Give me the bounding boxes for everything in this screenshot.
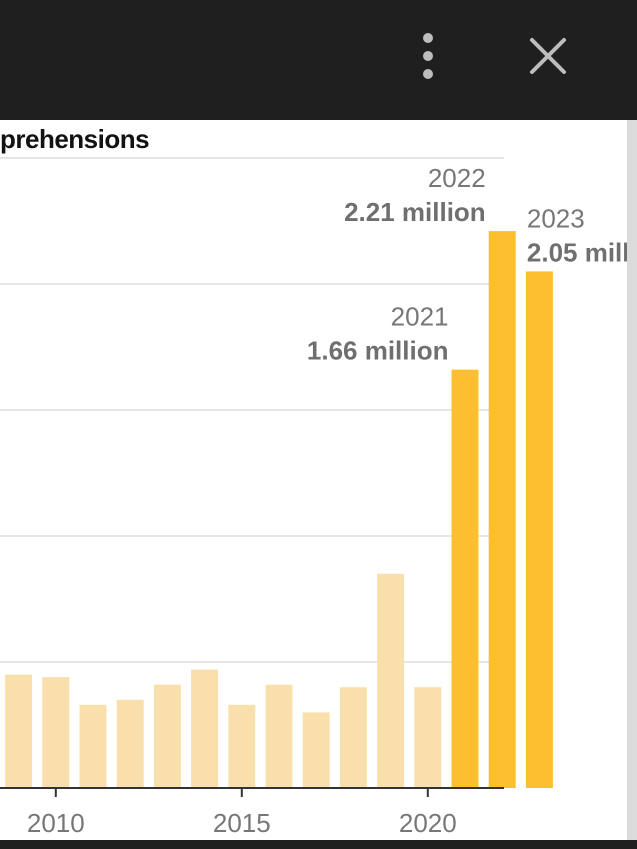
bar-chart: 2010 2015 2020 2021 1.66 million 2022 2.21 mil… — [0, 157, 627, 838]
bar-2011 — [79, 704, 107, 788]
annotation-value-2023: 2.05 million — [527, 237, 627, 267]
bar-2018 — [339, 687, 367, 788]
bar-2023 — [525, 271, 553, 788]
bar-2012 — [116, 699, 144, 788]
close-icon[interactable] — [528, 36, 568, 76]
bar-2020 — [414, 687, 442, 788]
bar-2017 — [302, 712, 330, 788]
annotation-value-2021: 1.66 million — [307, 336, 449, 366]
scrollbar[interactable] — [627, 120, 637, 840]
annotation-value-2022: 2.21 million — [344, 197, 486, 227]
bar-2014 — [191, 669, 219, 788]
bar-2021 — [451, 369, 479, 788]
bar-2010 — [42, 677, 70, 788]
annotation-year-2023: 2023 — [527, 203, 585, 233]
bar-2022 — [488, 231, 516, 788]
x-tick-label-2020: 2020 — [399, 808, 457, 838]
top-bar — [0, 0, 637, 120]
chart-title: prehensions — [0, 124, 150, 154]
bar-2015 — [228, 704, 256, 788]
bar-2009 — [5, 674, 33, 788]
vertical-ellipsis-icon[interactable] — [414, 33, 442, 79]
annotation-year-2022: 2022 — [428, 163, 486, 193]
x-tick-label-2010: 2010 — [27, 808, 85, 838]
annotation-year-2021: 2021 — [391, 302, 449, 332]
bar-2016 — [265, 684, 293, 788]
bar-2019 — [377, 573, 405, 788]
bar-2013 — [153, 684, 181, 788]
bottom-bar — [0, 840, 637, 849]
x-tick-label-2015: 2015 — [213, 808, 271, 838]
